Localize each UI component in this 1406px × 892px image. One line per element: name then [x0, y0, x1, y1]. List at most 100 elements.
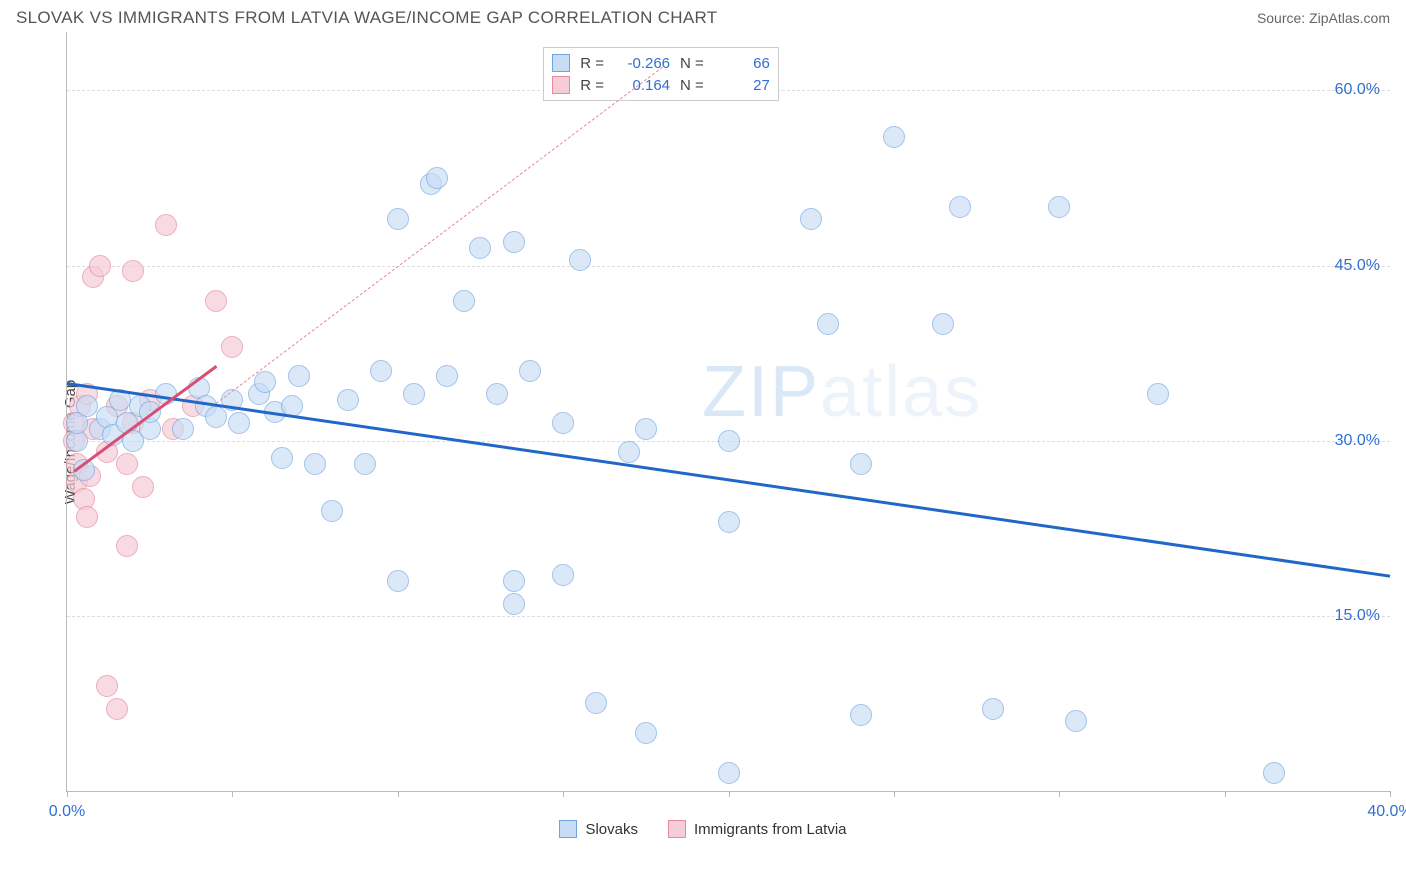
data-point-slovaks	[354, 453, 376, 475]
data-point-slovaks	[1147, 383, 1169, 405]
data-point-slovaks	[585, 692, 607, 714]
stats-row: R = 0.164 N = 27	[550, 74, 772, 96]
data-point-slovaks	[304, 453, 326, 475]
data-point-slovaks	[436, 365, 458, 387]
stat-value-n: 27	[714, 77, 770, 94]
data-point-slovaks	[503, 231, 525, 253]
gridline	[67, 266, 1390, 267]
legend: Slovaks Immigrants from Latvia	[16, 820, 1390, 838]
data-point-slovaks	[321, 500, 343, 522]
data-point-slovaks	[635, 722, 657, 744]
legend-swatch-icon	[668, 820, 686, 838]
data-point-latvia	[155, 214, 177, 236]
data-point-slovaks	[618, 441, 640, 463]
stat-value-r: -0.266	[614, 55, 670, 72]
data-point-slovaks	[271, 447, 293, 469]
x-tick	[729, 791, 730, 797]
data-point-slovaks	[932, 313, 954, 335]
data-point-slovaks	[552, 412, 574, 434]
stat-key: N =	[680, 77, 704, 94]
data-point-slovaks	[850, 453, 872, 475]
y-tick-label: 30.0%	[1335, 432, 1380, 450]
data-point-slovaks	[718, 511, 740, 533]
data-point-latvia	[116, 535, 138, 557]
data-point-slovaks	[387, 208, 409, 230]
data-point-latvia	[96, 675, 118, 697]
x-tick	[1059, 791, 1060, 797]
data-point-slovaks	[519, 360, 541, 382]
data-point-latvia	[221, 336, 243, 358]
data-point-slovaks	[1263, 762, 1285, 784]
data-point-slovaks	[205, 406, 227, 428]
x-tick	[398, 791, 399, 797]
data-point-slovaks	[1048, 196, 1070, 218]
data-point-slovaks	[288, 365, 310, 387]
stat-key: R =	[580, 55, 604, 72]
data-point-slovaks	[982, 698, 1004, 720]
data-point-slovaks	[453, 290, 475, 312]
trendline-extension	[216, 67, 663, 404]
legend-item-latvia: Immigrants from Latvia	[668, 820, 847, 838]
data-point-slovaks	[76, 395, 98, 417]
data-point-latvia	[132, 476, 154, 498]
data-point-slovaks	[403, 383, 425, 405]
data-point-slovaks	[469, 237, 491, 259]
x-tick	[1390, 791, 1391, 797]
y-tick-label: 60.0%	[1335, 81, 1380, 99]
data-point-slovaks	[718, 430, 740, 452]
legend-item-slovaks: Slovaks	[559, 820, 638, 838]
x-tick	[67, 791, 68, 797]
plot-area: 15.0%30.0%45.0%60.0%0.0%40.0%ZIPatlasR =…	[66, 32, 1390, 792]
data-point-latvia	[205, 290, 227, 312]
data-point-slovaks	[337, 389, 359, 411]
stat-value-r: 0.164	[614, 77, 670, 94]
x-tick	[563, 791, 564, 797]
y-tick-label: 15.0%	[1335, 607, 1380, 625]
data-point-slovaks	[569, 249, 591, 271]
stat-key: R =	[580, 77, 604, 94]
trendline-slovaks	[67, 382, 1390, 577]
legend-label: Immigrants from Latvia	[694, 821, 847, 838]
data-point-slovaks	[387, 570, 409, 592]
data-point-latvia	[116, 453, 138, 475]
data-point-slovaks	[949, 196, 971, 218]
data-point-slovaks	[486, 383, 508, 405]
data-point-slovaks	[503, 593, 525, 615]
data-point-slovaks	[254, 371, 276, 393]
stat-key: N =	[680, 55, 704, 72]
data-point-slovaks	[172, 418, 194, 440]
data-point-slovaks	[552, 564, 574, 586]
data-point-slovaks	[503, 570, 525, 592]
data-point-slovaks	[883, 126, 905, 148]
data-point-slovaks	[370, 360, 392, 382]
data-point-latvia	[89, 255, 111, 277]
data-point-slovaks	[426, 167, 448, 189]
data-point-latvia	[76, 506, 98, 528]
source-attribution: Source: ZipAtlas.com	[1257, 10, 1390, 26]
stat-value-n: 66	[714, 55, 770, 72]
data-point-slovaks	[800, 208, 822, 230]
data-point-latvia	[122, 260, 144, 282]
data-point-slovaks	[228, 412, 250, 434]
data-point-slovaks	[817, 313, 839, 335]
x-tick-label: 0.0%	[49, 803, 85, 821]
legend-swatch-icon	[559, 820, 577, 838]
x-tick	[232, 791, 233, 797]
x-tick	[1225, 791, 1226, 797]
data-point-latvia	[106, 698, 128, 720]
watermark: ZIPatlas	[702, 351, 982, 433]
data-point-slovaks	[718, 762, 740, 784]
stats-swatch-icon	[552, 76, 570, 94]
x-tick-label: 40.0%	[1367, 803, 1406, 821]
x-tick	[894, 791, 895, 797]
data-point-slovaks	[850, 704, 872, 726]
chart-container: Wage/Income Gap 15.0%30.0%45.0%60.0%0.0%…	[16, 32, 1390, 852]
stats-row: R = -0.266 N = 66	[550, 52, 772, 74]
chart-title: SLOVAK VS IMMIGRANTS FROM LATVIA WAGE/IN…	[16, 8, 717, 28]
stats-swatch-icon	[552, 54, 570, 72]
y-tick-label: 45.0%	[1335, 257, 1380, 275]
gridline	[67, 616, 1390, 617]
stats-box: R = -0.266 N = 66 R = 0.164 N = 27	[543, 47, 779, 101]
data-point-slovaks	[1065, 710, 1087, 732]
data-point-slovaks	[635, 418, 657, 440]
